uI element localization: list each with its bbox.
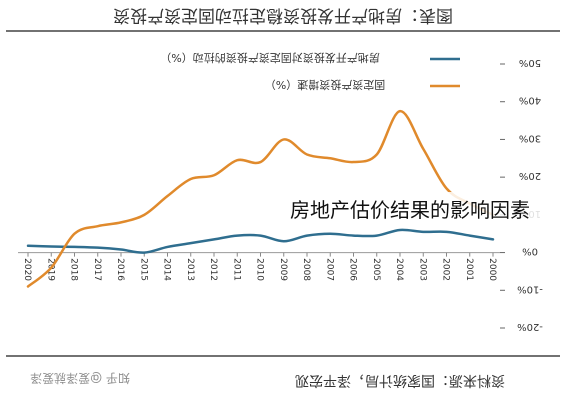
x-tick-label: 2003 [417, 258, 427, 281]
x-tick-label: 2002 [441, 258, 451, 281]
x-tick-label: 2015 [138, 258, 148, 281]
x-axis: 2000 2001 2002 2003 2004 2005 2006 2007 2008 2009… [22, 253, 497, 282]
x-tick-label: 2017 [92, 258, 102, 281]
y-tick-label: 40% [519, 95, 541, 106]
x-tick-label: 2001 [464, 258, 474, 281]
x-tick-label: 2000 [487, 258, 497, 281]
legend-label-growth: 固定资产投资增速（%） [265, 78, 385, 92]
y-tick-label: -20% [517, 321, 543, 332]
chart-title: 图表：房地产开发投资稳定拉动固定资产投资 [113, 5, 453, 25]
x-tick-label: 2014 [162, 258, 172, 281]
legend-label-drive: 房地产开发投资对固定资产投资的拉动（%） [160, 51, 379, 65]
y-tick-label: 30% [519, 132, 541, 143]
x-tick-label: 2006 [348, 258, 358, 281]
x-tick-label: 2012 [208, 258, 218, 281]
x-tick-label: 2004 [394, 258, 404, 281]
x-tick-label: 2007 [324, 258, 334, 281]
x-tick-label: 2020 [22, 258, 32, 281]
x-tick-label: 2009 [278, 258, 288, 281]
x-tick-label: 2013 [185, 258, 195, 281]
x-tick-label: 2018 [69, 258, 79, 281]
legend: 房地产开发投资对固定资产投资的拉动（%） 固定资产投资增速（%） [160, 51, 460, 92]
y-tick-label: -10% [517, 283, 543, 294]
source-note: 资料来源：国家统计局，泽平宏观 [295, 372, 505, 389]
y-tick-label: 20% [519, 170, 541, 181]
overlay-caption: 房地产估价结果的影响因素 [290, 198, 530, 222]
series-line-drive [28, 230, 493, 253]
x-tick-label: 2010 [255, 258, 265, 281]
x-tick-label: 2011 [231, 258, 241, 281]
x-tick-label: 2016 [115, 258, 125, 281]
y-tick-label: 50% [519, 57, 541, 68]
watermark: 知乎 @爱泽就爱泽 [30, 371, 130, 385]
y-tick-label: 0% [522, 246, 538, 257]
x-tick-label: 2005 [371, 258, 381, 281]
x-tick-label: 2008 [301, 258, 311, 281]
